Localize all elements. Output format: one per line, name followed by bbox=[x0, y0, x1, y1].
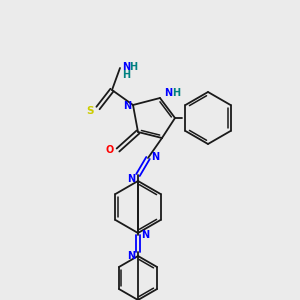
Text: H: H bbox=[122, 70, 130, 80]
Text: H: H bbox=[172, 88, 180, 98]
Text: N: N bbox=[151, 152, 159, 162]
Text: N: N bbox=[122, 62, 130, 72]
Text: N: N bbox=[141, 230, 149, 240]
Text: N: N bbox=[123, 101, 131, 111]
Text: S: S bbox=[86, 106, 94, 116]
Text: O: O bbox=[106, 145, 114, 155]
Text: N: N bbox=[164, 88, 172, 98]
Text: N: N bbox=[127, 174, 135, 184]
Text: N: N bbox=[127, 251, 135, 261]
Text: H: H bbox=[129, 62, 137, 72]
